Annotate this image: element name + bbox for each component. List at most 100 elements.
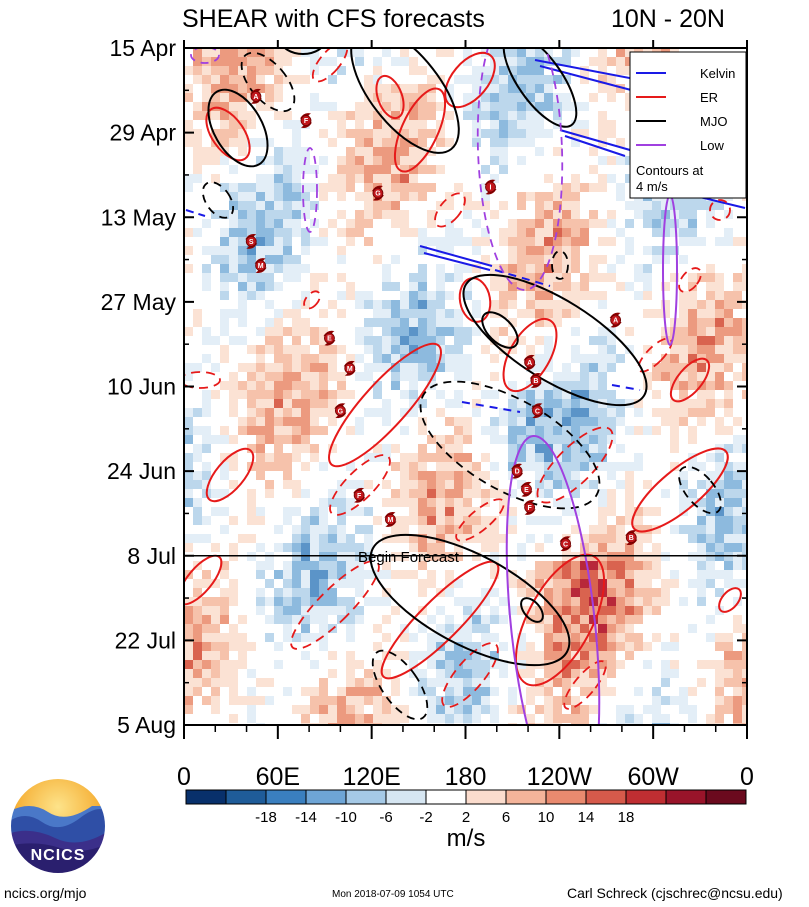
low-contour: [505, 434, 601, 725]
storm-letter: E: [524, 487, 529, 494]
storm-letter: M: [258, 263, 264, 270]
mjo-contour: [369, 533, 571, 667]
legend: Kelvin ER MJO Low Contours at 4 m/s: [629, 51, 747, 199]
low-contour: [190, 48, 220, 64]
er-contours: [184, 51, 742, 687]
legend-label: Low: [700, 138, 724, 153]
forecast-label: Begin Forecast: [358, 549, 460, 566]
er-contour: [290, 560, 380, 650]
storm-marker: S: [245, 233, 258, 249]
y-tick-label: 8 Jul: [127, 543, 176, 569]
storm-letter: S: [249, 239, 254, 246]
storm-marker: M: [343, 360, 356, 376]
kelvin-contour: [559, 129, 631, 151]
storm-letter: F: [357, 493, 362, 500]
storm-letter: C: [535, 408, 540, 415]
colorbar-swatch: [385, 789, 427, 805]
er-contour: [434, 192, 466, 228]
legend-entry: Kelvin: [636, 66, 735, 81]
colorbar-tick-label: -10: [335, 809, 357, 826]
x-tick-label: 60E: [256, 763, 300, 791]
storm-marker: C: [531, 403, 544, 419]
storm-marker: B: [625, 530, 638, 546]
mjo-contour: [419, 380, 601, 510]
colorbar-swatch: [705, 789, 747, 805]
er-contours-negative: [184, 48, 731, 710]
er-contour: [303, 290, 321, 310]
storm-letter: A: [527, 360, 532, 367]
er-contour: [709, 199, 731, 221]
storm-letter: B: [533, 378, 538, 385]
x-tick-label: 120W: [527, 763, 593, 791]
er-contour: [184, 554, 223, 606]
storm-letter: A: [613, 318, 618, 325]
storm-marker: M: [384, 512, 397, 527]
colorbar-swatch: [665, 789, 707, 805]
colorbar-tick-label: 18: [618, 809, 635, 826]
colorbar-swatch: [585, 789, 627, 805]
storm-letter: G: [338, 408, 344, 415]
storm-letter: I: [490, 185, 492, 192]
mjo-contour: [201, 181, 235, 219]
storm-letter: F: [527, 505, 532, 512]
colorbar-tick-label: 2: [462, 809, 470, 826]
storm-marker: F: [353, 487, 366, 503]
low-contour: [302, 147, 318, 233]
storm-marker: M: [254, 258, 267, 274]
storm-marker: F: [523, 499, 536, 515]
storm-letter: M: [347, 366, 353, 373]
chart-title: SHEAR with CFS forecasts: [182, 5, 485, 33]
legend-note-1: Contours at: [636, 163, 704, 178]
colorbar-tick-label: 10: [538, 809, 555, 826]
x-tick-label: 120E: [342, 763, 400, 791]
er-contour: [329, 454, 391, 516]
er-contour: [393, 87, 447, 173]
colorbar-swatch: [185, 789, 227, 805]
er-contour: [718, 587, 742, 613]
er-contour: [669, 357, 711, 403]
er-contour: [328, 342, 442, 468]
storm-marker: D: [511, 463, 524, 479]
colorbar-swatch: [265, 789, 307, 805]
y-tick-label: 5 Aug: [117, 712, 176, 738]
footer-timestamp: Mon 2018-07-09 1054 UTC: [332, 889, 454, 900]
kelvin-contour: [461, 401, 521, 413]
mjo-contour: [678, 465, 722, 515]
storm-marker: A: [609, 312, 622, 328]
er-contour: [678, 267, 702, 293]
er-contour: [184, 371, 221, 389]
legend-entry: MJO: [636, 114, 727, 129]
storm-marker: E: [323, 330, 336, 346]
colorbar-tick-label: -18: [255, 809, 277, 826]
kelvin-contour: [611, 384, 641, 391]
footer-author: Carl Schreck (cjschrec@ncsu.edu): [567, 885, 783, 901]
storm-letter: F: [304, 118, 309, 125]
er-contour: [441, 642, 499, 708]
mjo-contour: [551, 250, 569, 280]
colorbar-swatch: [505, 789, 547, 805]
mjo-contour: [371, 649, 429, 721]
legend-label: Kelvin: [700, 66, 735, 81]
axes: 15 Apr 29 Apr 13 May 27 May 10 Jun 24 Jun 8 Ju…: [101, 35, 754, 791]
legend-label: MJO: [700, 114, 727, 129]
mjo-contour: [207, 88, 269, 168]
kelvin-contour: [534, 59, 641, 81]
er-contour: [502, 317, 558, 393]
storm-letter: E: [327, 336, 332, 343]
er-contour: [455, 498, 505, 542]
colorbar-swatch: [225, 789, 267, 805]
storm-letter: G: [375, 191, 381, 198]
storm-letter: A: [253, 94, 258, 101]
storm-letter: M: [388, 517, 394, 524]
er-contour: [536, 426, 614, 504]
footer-site: ncics.org/mjo: [4, 885, 87, 901]
legend-entry: Low: [636, 138, 724, 153]
y-tick-label: 27 May: [101, 289, 177, 315]
kelvin-contour: [564, 135, 626, 157]
colorbar-tick-label: 14: [578, 809, 595, 826]
colorbar-tick-label: -14: [295, 809, 317, 826]
colorbar-tick-label: -2: [419, 809, 432, 826]
colorbar-swatch: [345, 789, 387, 805]
colorbar-label: m/s: [447, 825, 486, 852]
low-contour: [476, 48, 564, 291]
